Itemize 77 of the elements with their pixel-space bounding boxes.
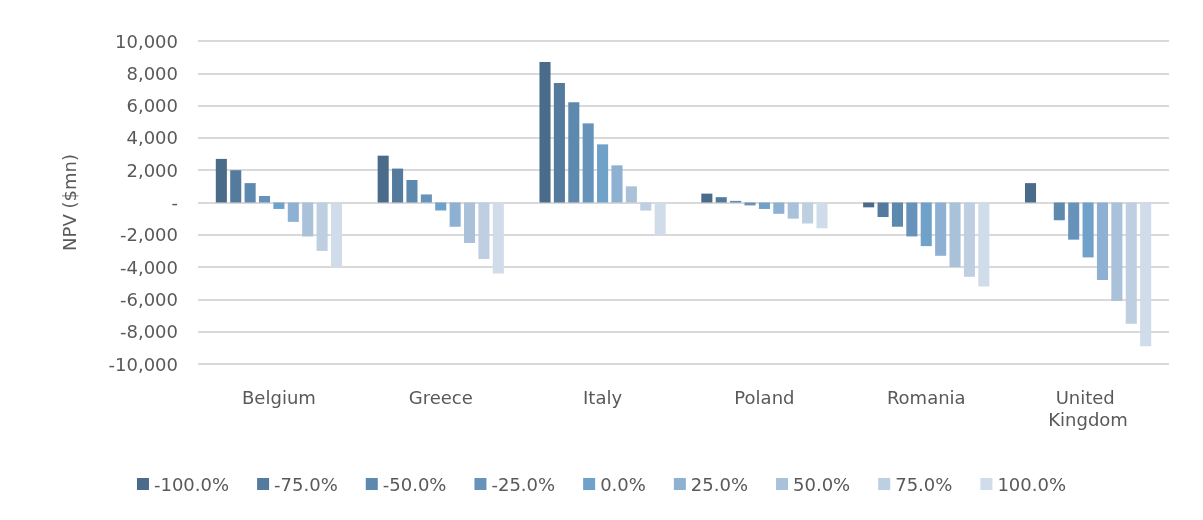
bar xyxy=(935,202,947,256)
bar xyxy=(1140,202,1152,347)
bar xyxy=(758,202,770,209)
bar xyxy=(949,202,961,268)
y-tick-label: 2,000 xyxy=(126,159,178,181)
bar xyxy=(258,196,271,203)
bar xyxy=(1125,202,1137,324)
x-tick-label: Greece xyxy=(408,386,473,408)
bar xyxy=(492,202,504,274)
x-tick-label: Romania xyxy=(886,386,966,408)
bar xyxy=(568,102,580,203)
legend-label: -25.0% xyxy=(491,473,556,495)
bar xyxy=(906,202,918,237)
bar xyxy=(891,202,903,227)
bar xyxy=(654,202,666,235)
bar xyxy=(963,202,975,277)
bar xyxy=(597,144,609,203)
y-tick-label: -10,000 xyxy=(108,353,178,375)
bar xyxy=(1111,202,1123,302)
bar xyxy=(773,202,785,214)
legend-label: 75.0% xyxy=(895,473,953,495)
bar xyxy=(1096,202,1109,281)
y-axis-title: NPV ($mn) xyxy=(58,154,80,251)
bar xyxy=(330,202,343,268)
y-tick-label: -2,000 xyxy=(119,224,178,246)
legend-label: 0.0% xyxy=(600,473,646,495)
bar xyxy=(920,202,932,247)
bar xyxy=(1024,183,1037,203)
bar xyxy=(230,170,242,203)
bar xyxy=(877,202,889,218)
x-tick-label: Belgium xyxy=(242,386,316,408)
y-tick-label: 4,000 xyxy=(126,127,178,149)
bar xyxy=(464,202,476,243)
bar xyxy=(715,197,727,203)
bar xyxy=(787,202,799,219)
x-tick-label: Poland xyxy=(734,386,795,408)
bar xyxy=(640,202,652,211)
bar xyxy=(611,165,623,203)
bar xyxy=(392,168,404,203)
bar xyxy=(420,194,432,203)
bar xyxy=(244,183,256,203)
y-tick-label: 10,000 xyxy=(115,30,178,52)
bar xyxy=(625,186,637,203)
legend-label: -100.0% xyxy=(153,473,230,495)
bar xyxy=(316,202,328,251)
legend-label: -50.0% xyxy=(382,473,447,495)
y-tick-label: -4,000 xyxy=(119,256,178,278)
legend-label: 25.0% xyxy=(690,473,749,495)
y-tick-label: -6,000 xyxy=(119,288,178,310)
y-tick-label: - xyxy=(171,192,178,213)
bar xyxy=(978,202,990,287)
bar xyxy=(1053,202,1065,221)
y-tick-label: 6,000 xyxy=(126,95,178,117)
bar xyxy=(539,62,551,203)
bar xyxy=(215,158,227,203)
legend-label: 100.0% xyxy=(997,473,1067,495)
bar xyxy=(449,202,461,227)
bar xyxy=(377,155,389,203)
legend-label: 50.0% xyxy=(793,473,851,495)
bar xyxy=(478,202,490,260)
y-tick-label: -8,000 xyxy=(119,321,178,343)
bar xyxy=(816,202,828,229)
bar xyxy=(1068,202,1080,240)
bar xyxy=(802,202,814,224)
bar xyxy=(302,202,314,237)
legend-label: -75.0% xyxy=(274,473,338,495)
x-tick-label: Italy xyxy=(583,386,623,408)
bar xyxy=(701,193,713,203)
bar xyxy=(287,202,299,222)
bar xyxy=(435,202,447,211)
bar xyxy=(406,179,418,203)
x-tick-label: United Kingdom xyxy=(1048,386,1128,430)
bar xyxy=(1082,202,1094,258)
bar xyxy=(273,202,285,209)
bar xyxy=(553,82,565,203)
bar xyxy=(582,123,594,203)
y-tick-label: 8,000 xyxy=(126,62,178,84)
